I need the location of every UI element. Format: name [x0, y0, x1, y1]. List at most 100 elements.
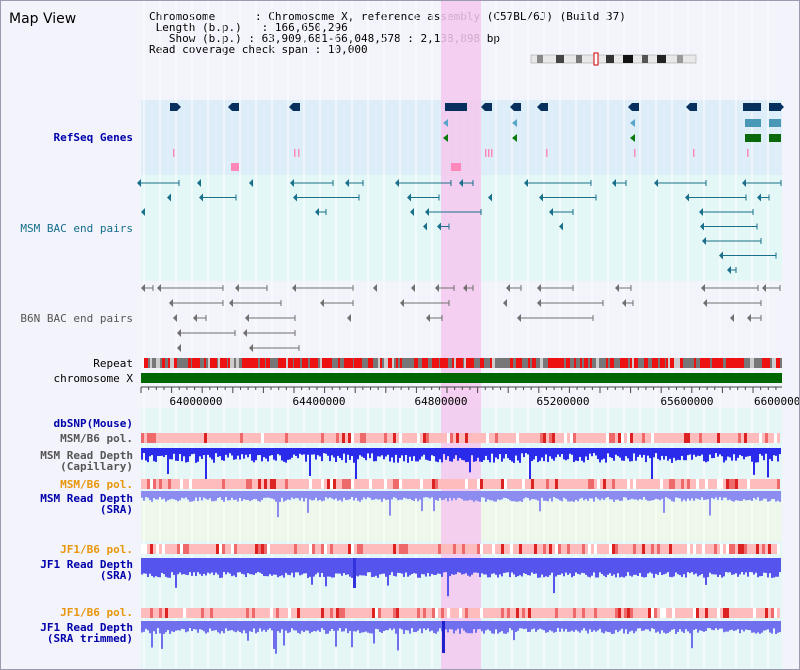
pol-segment	[606, 479, 609, 489]
b6n-bac-end-pairs-track[interactable]	[141, 284, 781, 352]
pol-segment	[195, 608, 198, 618]
depth-bar	[453, 448, 455, 459]
pol-segment	[312, 433, 315, 443]
depth-bar	[299, 491, 301, 501]
depth-bar	[203, 621, 205, 632]
depth-bar	[617, 558, 619, 574]
pol-segment	[339, 544, 342, 554]
depth-bar	[301, 491, 303, 498]
pol-segment	[318, 479, 321, 489]
pol-segment	[180, 433, 183, 443]
pol-segment	[693, 479, 696, 489]
depth-bar	[545, 491, 547, 501]
depth-bar	[617, 491, 619, 500]
depth-bar	[277, 621, 279, 632]
msm-read-depth-capillary-track[interactable]	[141, 448, 781, 483]
depth-bar	[145, 491, 147, 498]
repeat-element	[400, 358, 402, 368]
depth-bar	[141, 621, 143, 633]
repeat-element	[208, 358, 211, 368]
depth-bar	[425, 621, 427, 631]
depth-bar	[339, 448, 341, 458]
depth-bar	[323, 558, 325, 577]
pol-segment	[630, 433, 633, 443]
depth-bar	[313, 491, 315, 501]
depth-bar	[593, 558, 595, 573]
repeat-track[interactable]	[144, 358, 782, 368]
msm-b6-pol-track-1[interactable]	[141, 433, 780, 443]
track-label-repeat[interactable]: Repeat	[93, 357, 133, 370]
depth-bar	[659, 558, 661, 573]
repeat-element	[440, 358, 444, 368]
track-label-msm-depth-sra[interactable]: MSM Read Depth (SRA)	[40, 493, 133, 515]
repeat-element	[174, 358, 177, 368]
track-label-msm-depth-capillary[interactable]: MSM Read Depth (Capillary)	[40, 450, 133, 472]
depth-bar	[311, 558, 313, 585]
depth-bar	[251, 448, 253, 461]
pol-segment	[345, 544, 348, 554]
depth-bar	[481, 558, 483, 574]
selected-region-highlight[interactable]	[441, 1, 481, 670]
repeat-element	[224, 358, 227, 368]
depth-bar	[267, 621, 269, 630]
pol-segment	[396, 544, 399, 554]
depth-bar	[451, 448, 453, 462]
pol-segment	[537, 479, 540, 489]
jf1-b6-pol-track-2[interactable]	[141, 608, 780, 618]
depth-bar	[605, 491, 607, 498]
refseq-genes-track[interactable]	[170, 103, 784, 171]
depth-bar	[279, 491, 281, 502]
pol-segment	[444, 608, 447, 618]
repeat-element	[516, 358, 518, 368]
depth-bar	[723, 491, 725, 498]
depth-bar	[365, 558, 367, 576]
pol-segment	[720, 608, 723, 618]
depth-bar	[323, 491, 325, 501]
track-label-jf1-b6-pol-2[interactable]: JF1/B6 pol.	[60, 606, 133, 619]
track-label-refseq[interactable]: RefSeq Genes	[53, 131, 133, 144]
depth-bar	[419, 491, 421, 500]
pol-segment	[750, 608, 753, 618]
depth-bar	[401, 621, 403, 630]
track-label-msm-b6-pol-2[interactable]: MSM/B6 pol.	[60, 478, 133, 491]
depth-bar	[755, 621, 757, 634]
chromosome-ideogram[interactable]	[530, 52, 697, 66]
pol-segment	[195, 479, 198, 489]
depth-bar	[239, 558, 241, 573]
depth-bar	[295, 448, 297, 456]
depth-bar	[527, 621, 529, 633]
jf1-read-depth-sra-track[interactable]	[141, 558, 781, 597]
depth-bar	[405, 558, 407, 573]
track-label-dbsnp[interactable]: dbSNP(Mouse)	[53, 417, 133, 430]
track-label-jf1-depth-sra[interactable]: JF1 Read Depth (SRA)	[40, 559, 133, 581]
pol-segment	[204, 479, 207, 489]
depth-bar	[183, 448, 185, 457]
pol-segment	[426, 608, 429, 618]
pol-segment	[303, 544, 306, 554]
track-label-jf1-depth-trimmed[interactable]: JF1 Read Depth (SRA trimmed)	[40, 622, 133, 644]
track-label-msm-bac[interactable]: MSM BAC end pairs	[20, 222, 133, 235]
msm-read-depth-sra-track[interactable]	[141, 491, 781, 518]
depth-bar	[699, 448, 701, 456]
depth-bar	[543, 621, 545, 631]
pol-segment	[234, 433, 237, 443]
track-label-msm-b6-pol-1[interactable]: MSM/B6 pol.	[60, 432, 133, 445]
depth-bar	[611, 448, 613, 459]
track-label-b6n-bac[interactable]: B6N BAC end pairs	[20, 312, 133, 325]
pol-segment	[747, 608, 750, 618]
depth-bar	[329, 621, 331, 632]
depth-bar	[733, 491, 735, 502]
depth-bar	[719, 558, 721, 575]
depth-bar	[569, 558, 571, 574]
depth-spike	[442, 621, 445, 653]
pol-segment	[714, 608, 717, 618]
jf1-read-depth-sra-trimmed-track[interactable]	[141, 621, 781, 654]
msm-b6-pol-track-2[interactable]	[141, 479, 780, 489]
depth-bar	[613, 491, 615, 502]
depth-bar	[757, 448, 759, 463]
jf1-b6-pol-track-1[interactable]	[141, 544, 780, 554]
track-label-jf1-b6-pol-1[interactable]: JF1/B6 pol.	[60, 543, 133, 556]
depth-bar	[597, 621, 599, 631]
msm-bac-end-pairs-track[interactable]	[137, 179, 782, 274]
